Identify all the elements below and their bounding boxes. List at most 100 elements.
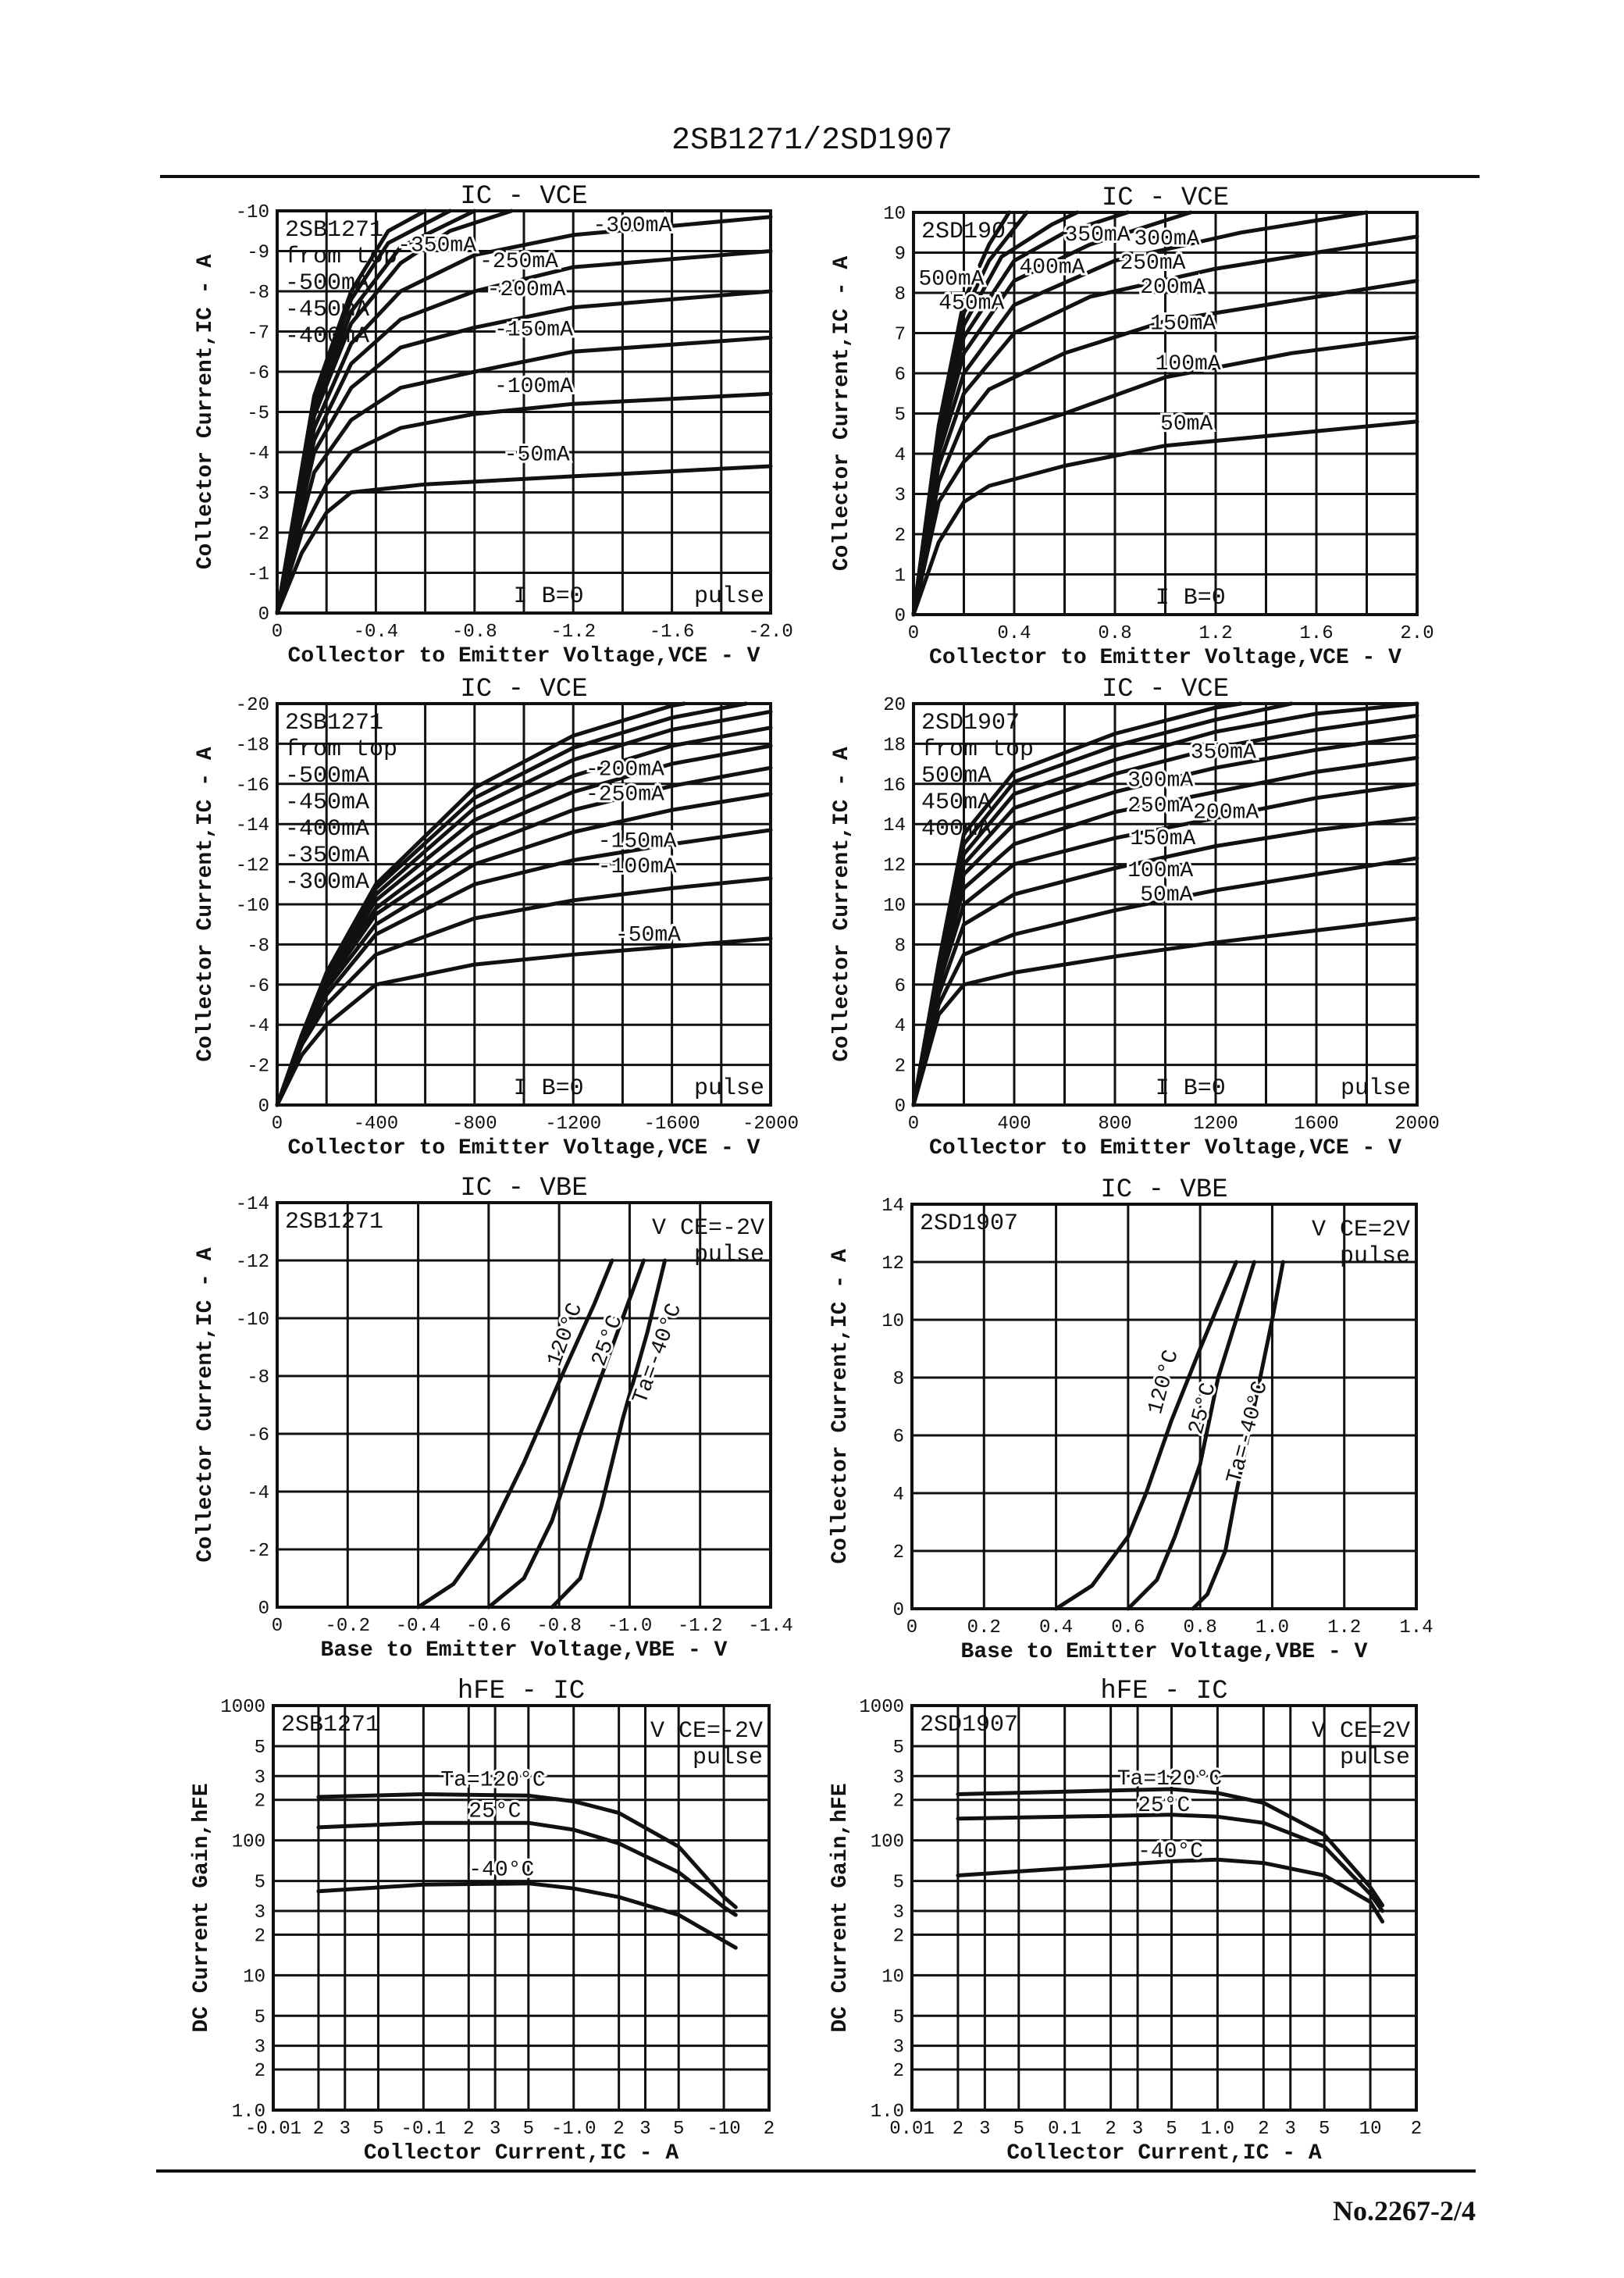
chart-title: IC - VCE: [460, 675, 587, 704]
y-tick-label: -4: [247, 444, 269, 465]
condition-label: V CE=2V: [1312, 1217, 1410, 1243]
series-curve-25C: [316, 1820, 738, 1917]
x-tick-label: 1.0: [1201, 2119, 1234, 2140]
x-axis-label: Collector to Emitter Voltage,VCE - V: [929, 646, 1401, 670]
legend-note: -300mA: [285, 869, 369, 896]
y-tick-label: 5: [255, 1873, 265, 1894]
y-tick-label: 5: [895, 405, 906, 426]
series-curve--40C: [316, 1881, 738, 1950]
x-tick-label: 3: [639, 2119, 650, 2140]
plot-frame: [910, 1704, 1418, 2112]
x-tick-label: 10: [1359, 2119, 1382, 2140]
plot-frame: [912, 702, 1419, 1107]
condition-label: I B=0: [1156, 1075, 1226, 1102]
y-tick-label: 6: [895, 365, 906, 386]
condition-label: V CE=-2V: [650, 1718, 763, 1745]
y-tick-label: 18: [883, 735, 906, 756]
y-tick-label: -2: [247, 524, 269, 545]
y-tick-label: 14: [883, 815, 906, 836]
x-tick-label: -1600: [644, 1114, 700, 1135]
y-tick-label: 10: [883, 896, 906, 917]
y-tick-label: 1.0: [232, 2102, 265, 2123]
curve-label: -150mA: [598, 829, 677, 854]
condition-label: I B=0: [514, 1075, 584, 1102]
y-tick-label: 2: [893, 1542, 904, 1563]
condition-label: V CE=-2V: [652, 1215, 764, 1242]
x-tick-label: -800: [452, 1114, 497, 1135]
series-curve-120C: [416, 1258, 614, 1610]
curve-label: 250mA: [1120, 251, 1185, 276]
series-curve-Ta-40C: [1191, 1260, 1285, 1611]
y-tick-label: 1000: [220, 1697, 265, 1718]
chart-title: hFE - IC: [1100, 1677, 1227, 1706]
y-tick-label: 0: [258, 1096, 269, 1118]
header-rule: [160, 175, 1480, 178]
curve-label: -250mA: [479, 250, 558, 274]
plot-frame: [910, 1203, 1418, 1610]
y-tick-label: -2: [247, 1541, 269, 1562]
y-tick-label: -14: [236, 815, 269, 836]
y-tick-label: 1.0: [871, 2102, 904, 2123]
chart-title: IC - VBE: [460, 1174, 587, 1203]
x-tick-label: -1.2: [550, 622, 596, 643]
y-axis-label: Collector Current,IC - A: [194, 1247, 218, 1562]
series-curve-150mA: [911, 279, 1419, 617]
curve-label: 100mA: [1156, 352, 1221, 376]
condition-label: I B=0: [514, 583, 584, 610]
x-tick-label: 0: [272, 622, 283, 643]
y-tick-label: 10: [881, 1311, 904, 1332]
series-curve--300mA: [275, 215, 773, 615]
x-tick-label: 2: [463, 2119, 474, 2140]
x-tick-label: 2: [1258, 2119, 1269, 2140]
y-tick-label: 1: [895, 566, 906, 587]
y-tick-label: -8: [247, 283, 269, 304]
x-tick-label: 5: [1013, 2119, 1024, 2140]
x-tick-label: 3: [340, 2119, 351, 2140]
y-tick-label: -6: [247, 976, 269, 997]
y-tick-label: -5: [247, 404, 269, 425]
curve-label: -100mA: [494, 375, 573, 399]
x-tick-label: 0.2: [967, 1617, 1001, 1638]
y-tick-label: 2: [893, 2061, 904, 2082]
legend-note: 500mA: [921, 763, 992, 790]
y-tick-label: 100: [232, 1832, 265, 1853]
curve-label: -40°C: [468, 1858, 534, 1882]
x-tick-label: -0.8: [452, 622, 497, 643]
y-tick-label: 8: [895, 284, 906, 305]
y-tick-label: -18: [236, 735, 269, 756]
y-tick-label: 20: [883, 695, 906, 716]
condition-label: pulse: [694, 1242, 764, 1268]
chart-title: IC - VBE: [1100, 1175, 1227, 1205]
x-tick-label: -1200: [545, 1114, 601, 1135]
x-tick-label: 2: [1411, 2119, 1422, 2140]
y-tick-label: 5: [255, 1738, 265, 1759]
x-tick-label: -1.6: [650, 622, 695, 643]
curve-label: -350mA: [397, 234, 476, 258]
curve-label: 250mA: [1127, 794, 1193, 818]
y-axis-label: DC Current Gain,hFE: [828, 1783, 853, 2032]
y-tick-label: 100: [871, 1832, 904, 1853]
y-tick-label: 2: [255, 1926, 265, 1947]
y-tick-label: 16: [883, 775, 906, 797]
chart-2sb1271-hfe-ic: -0.01 2 3 5 -0.1 2 3 5 -1.0 2 3 5 -10 21.023510235100…: [190, 1677, 775, 2166]
curve-label: 500mA: [918, 268, 984, 292]
legend-note: -500mA: [285, 763, 369, 790]
condition-label: I B=0: [1156, 585, 1226, 611]
curve-label: 150mA: [1150, 312, 1216, 336]
plot-frame: [912, 211, 1419, 616]
curve-label: 200mA: [1193, 800, 1259, 825]
series-curve--250mA: [275, 249, 773, 615]
curve-label: 350mA: [1065, 223, 1131, 248]
y-tick-label: 6: [893, 1427, 904, 1448]
y-tick-label: 3: [895, 486, 906, 507]
x-axis-label: Collector to Emitter Voltage,VCE - V: [288, 644, 760, 668]
y-tick-label: 3: [255, 1902, 265, 1923]
series-curve-100mA: [911, 856, 1419, 1107]
x-tick-label: 0: [906, 1617, 917, 1638]
y-tick-label: 2: [895, 1057, 906, 1078]
x-axis-label: Collector Current,IC - A: [1006, 2141, 1321, 2166]
part-number-label: 2SB1271: [285, 710, 383, 736]
x-tick-label: 400: [997, 1114, 1031, 1135]
x-tick-label: -0.6: [466, 1616, 511, 1637]
part-number-label: 2SD1907: [920, 1712, 1018, 1738]
